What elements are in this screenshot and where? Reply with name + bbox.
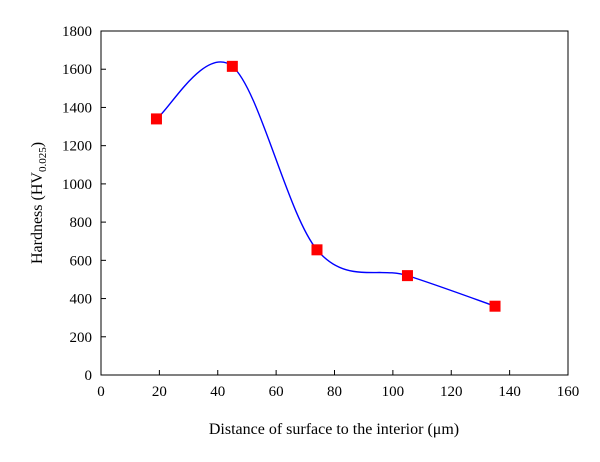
y-tick-label: 600	[70, 253, 93, 269]
series-curve	[156, 61, 496, 307]
data-point-marker	[311, 244, 323, 256]
x-tick-label: 160	[557, 384, 580, 400]
x-tick-label: 80	[327, 384, 342, 400]
y-tick-label: 1200	[62, 139, 92, 155]
x-tick-label: 40	[210, 384, 225, 400]
data-point-marker	[150, 113, 162, 125]
y-tick-label: 800	[70, 215, 93, 231]
x-axis-label: Distance of surface to the interior (μm)	[209, 421, 459, 438]
x-tick-label: 120	[440, 384, 463, 400]
x-tick-label: 20	[152, 384, 167, 400]
y-axis-label-subscript: 0.025	[37, 147, 49, 172]
y-tick-label: 200	[70, 330, 93, 346]
data-point-marker	[401, 270, 413, 282]
x-tick-label: 60	[269, 384, 284, 400]
y-tick-label: 1000	[62, 177, 92, 193]
data-point-marker	[226, 60, 238, 72]
x-axis-ticks: 0 20 40 60 80 100 120 140 160	[97, 370, 579, 400]
y-tick-label: 400	[70, 292, 93, 308]
y-axis-ticks: 0 200 400 600 800 1000 1200 1400 1600 1800	[62, 24, 106, 384]
y-tick-label: 1600	[62, 62, 92, 78]
data-point-marker	[489, 300, 501, 312]
plot-frame	[100, 30, 569, 376]
y-tick-label: 0	[85, 368, 93, 384]
series-markers	[150, 60, 501, 312]
y-tick-label: 1800	[62, 24, 92, 40]
y-axis-label-main: Hardness (HV	[29, 172, 46, 264]
x-tick-label: 0	[97, 384, 105, 400]
x-tick-label: 100	[382, 384, 405, 400]
y-axis-label-end: )	[29, 142, 46, 147]
x-tick-label: 140	[498, 384, 521, 400]
y-axis-label: Hardness (HV0.025)	[29, 142, 49, 264]
y-tick-label: 1400	[62, 100, 92, 116]
